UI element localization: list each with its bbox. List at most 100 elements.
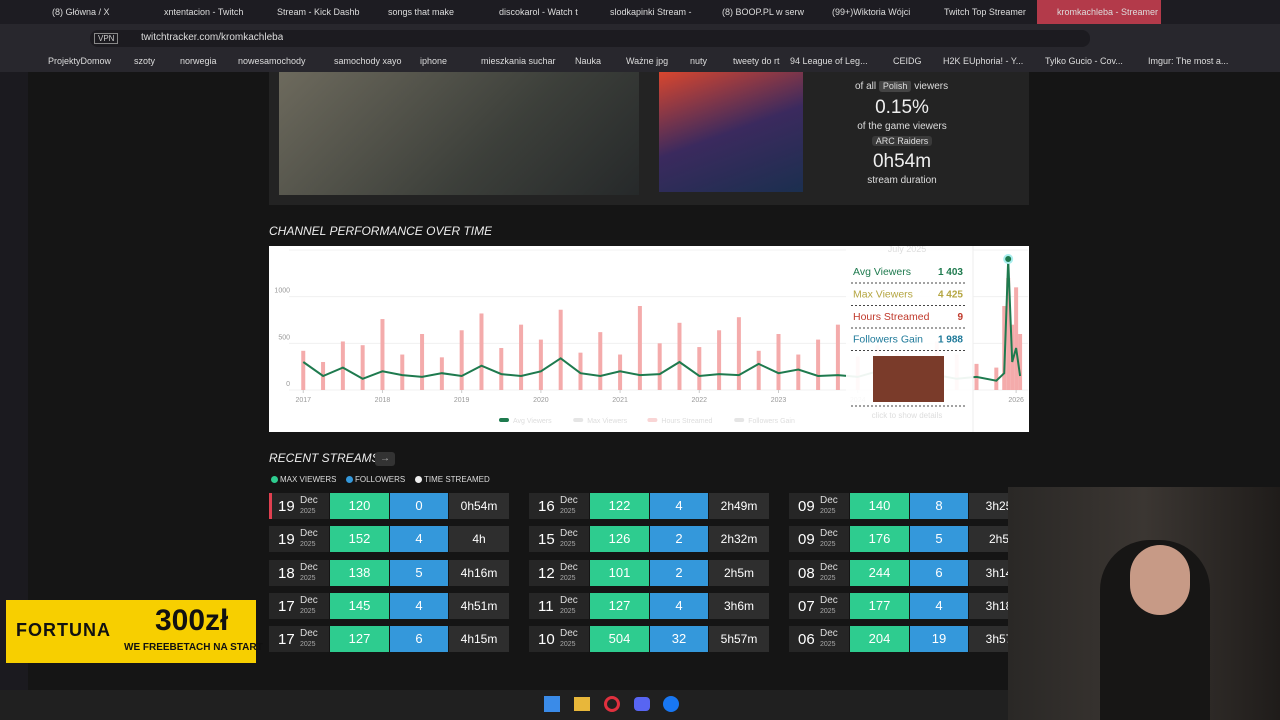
- bookmark[interactable]: H2K EUphoria! - Y...: [943, 56, 1024, 66]
- opera-icon[interactable]: [604, 696, 620, 712]
- active-tab[interactable]: [1037, 0, 1161, 24]
- date-cell[interactable]: [269, 626, 329, 653]
- tab[interactable]: songs that make: [388, 7, 455, 17]
- tooltip-label: Max Viewers: [853, 289, 913, 301]
- followers: 5: [910, 526, 968, 553]
- ad-banner[interactable]: [6, 600, 256, 663]
- bookmark[interactable]: norwegia: [180, 56, 217, 66]
- bookmark[interactable]: szoty: [134, 56, 156, 66]
- tab[interactable]: (8) Główna / X: [52, 7, 110, 17]
- legend-label[interactable]: Avg Viewers: [513, 418, 552, 425]
- year: 2025: [560, 508, 576, 515]
- start-button[interactable]: [544, 696, 560, 712]
- date-cell[interactable]: [529, 559, 589, 586]
- game-cover[interactable]: [659, 72, 803, 192]
- bookmark[interactable]: nowesamochody: [238, 56, 306, 66]
- date-cell[interactable]: [269, 559, 329, 586]
- tab[interactable]: Twitch Top Streamer: [944, 7, 1026, 17]
- bookmark[interactable]: mieszkania suchar: [481, 56, 556, 66]
- bar: [499, 348, 504, 390]
- bookmark[interactable]: tweety do rt: [733, 56, 780, 66]
- ad-tagline: WE FREEBETACH NA START: [124, 642, 263, 653]
- max-viewers: 120: [330, 493, 389, 519]
- bookmark[interactable]: Imgur: The most a...: [1148, 56, 1229, 66]
- legend-label[interactable]: Followers Gain: [748, 418, 795, 425]
- day: 10: [538, 631, 555, 649]
- month: Dec: [820, 628, 838, 640]
- bookmark[interactable]: 94 League of Leg...: [790, 56, 868, 66]
- date-cell[interactable]: [789, 526, 849, 553]
- bookmark[interactable]: ProjektyDomow: [48, 56, 112, 66]
- x-tick-label: 2018: [375, 397, 391, 404]
- share-all: of all: [855, 81, 877, 92]
- day: 17: [278, 631, 295, 649]
- legend-label[interactable]: Max Viewers: [587, 418, 627, 425]
- bar: [380, 319, 385, 390]
- time-streamed: 4h51m: [449, 592, 509, 619]
- max-viewers: 204: [850, 626, 909, 653]
- month: Dec: [560, 628, 578, 640]
- facebook-icon[interactable]: [663, 696, 679, 712]
- legend-swatch: [573, 418, 584, 422]
- tab[interactable]: xntentacion - Twitch: [164, 7, 244, 17]
- game-name[interactable]: ARC Raiders: [872, 136, 932, 146]
- date-cell[interactable]: [529, 626, 589, 653]
- bookmark[interactable]: CEIDG: [893, 56, 922, 66]
- duration: 0h54m: [872, 151, 932, 172]
- bookmark[interactable]: samochody xayo: [334, 56, 402, 66]
- tab[interactable]: discokarol - Watch t: [499, 7, 578, 17]
- bar: [677, 322, 682, 390]
- year: 2025: [300, 574, 316, 582]
- bookmark[interactable]: Ważne jpg: [626, 56, 669, 66]
- time-streamed: 2h49m: [709, 493, 769, 519]
- date-cell[interactable]: [789, 493, 849, 519]
- bar: [598, 332, 603, 390]
- followers: 8: [910, 493, 968, 519]
- bar: [756, 350, 761, 390]
- time-streamed: 4h16m: [449, 559, 509, 586]
- tab[interactable]: kromkachleba - Streamer: [1057, 7, 1159, 17]
- tab[interactable]: Stream - Kick Dashb: [277, 7, 360, 17]
- year: 2025: [820, 574, 836, 582]
- year: 2025: [560, 574, 576, 582]
- explorer-icon[interactable]: [574, 697, 590, 711]
- duration-label: stream duration: [867, 175, 937, 186]
- vpn-badge[interactable]: VPN: [94, 33, 119, 44]
- performance-chart: 0 500 1000 1500 2017 2018 2019 2020 2021 2022 2023…: [269, 246, 1029, 432]
- recent-arrow[interactable]: →: [375, 452, 395, 466]
- x-tick-label: 2021: [612, 397, 628, 404]
- bookmark[interactable]: nuty: [690, 56, 708, 66]
- tooltip-thumbnail: [873, 356, 944, 402]
- tab[interactable]: (8) BOOP.PL w serw: [722, 7, 805, 17]
- bookmark[interactable]: Nauka: [575, 56, 602, 66]
- taskbar: [0, 690, 1008, 720]
- bookmark[interactable]: Tylko Gucio - Cov...: [1045, 56, 1123, 66]
- date-cell[interactable]: [269, 526, 329, 553]
- x-tick-label: 2019: [454, 397, 470, 404]
- url[interactable]: twitchtracker.com/kromkachleba: [141, 32, 284, 43]
- tab[interactable]: (99+)Wiktoria Wójci: [832, 7, 911, 17]
- tooltip-value: 1 403: [938, 267, 963, 278]
- day: 17: [278, 597, 295, 615]
- year: 2025: [300, 607, 316, 615]
- date-cell[interactable]: [269, 592, 329, 619]
- bookmark[interactable]: iphone: [420, 56, 448, 66]
- month: Dec: [300, 561, 318, 573]
- date-cell[interactable]: [269, 493, 329, 519]
- tab[interactable]: slodkapinki Stream -: [610, 7, 692, 17]
- date-cell[interactable]: [789, 559, 849, 586]
- year: 2025: [560, 541, 576, 549]
- month: Dec: [560, 528, 578, 540]
- legend-label[interactable]: Hours Streamed: [661, 418, 712, 425]
- date-cell[interactable]: [529, 493, 589, 519]
- date-cell[interactable]: [789, 626, 849, 653]
- stream-thumbnail[interactable]: [279, 72, 639, 195]
- legend-label: MAX VIEWERS: [280, 475, 337, 484]
- year: 2025: [300, 508, 316, 515]
- date-cell[interactable]: [789, 592, 849, 619]
- tooltip-value: 9: [957, 312, 963, 323]
- date-cell[interactable]: [529, 526, 589, 553]
- address-bar[interactable]: [90, 30, 1090, 47]
- discord-icon[interactable]: [634, 697, 650, 711]
- date-cell[interactable]: [529, 592, 589, 619]
